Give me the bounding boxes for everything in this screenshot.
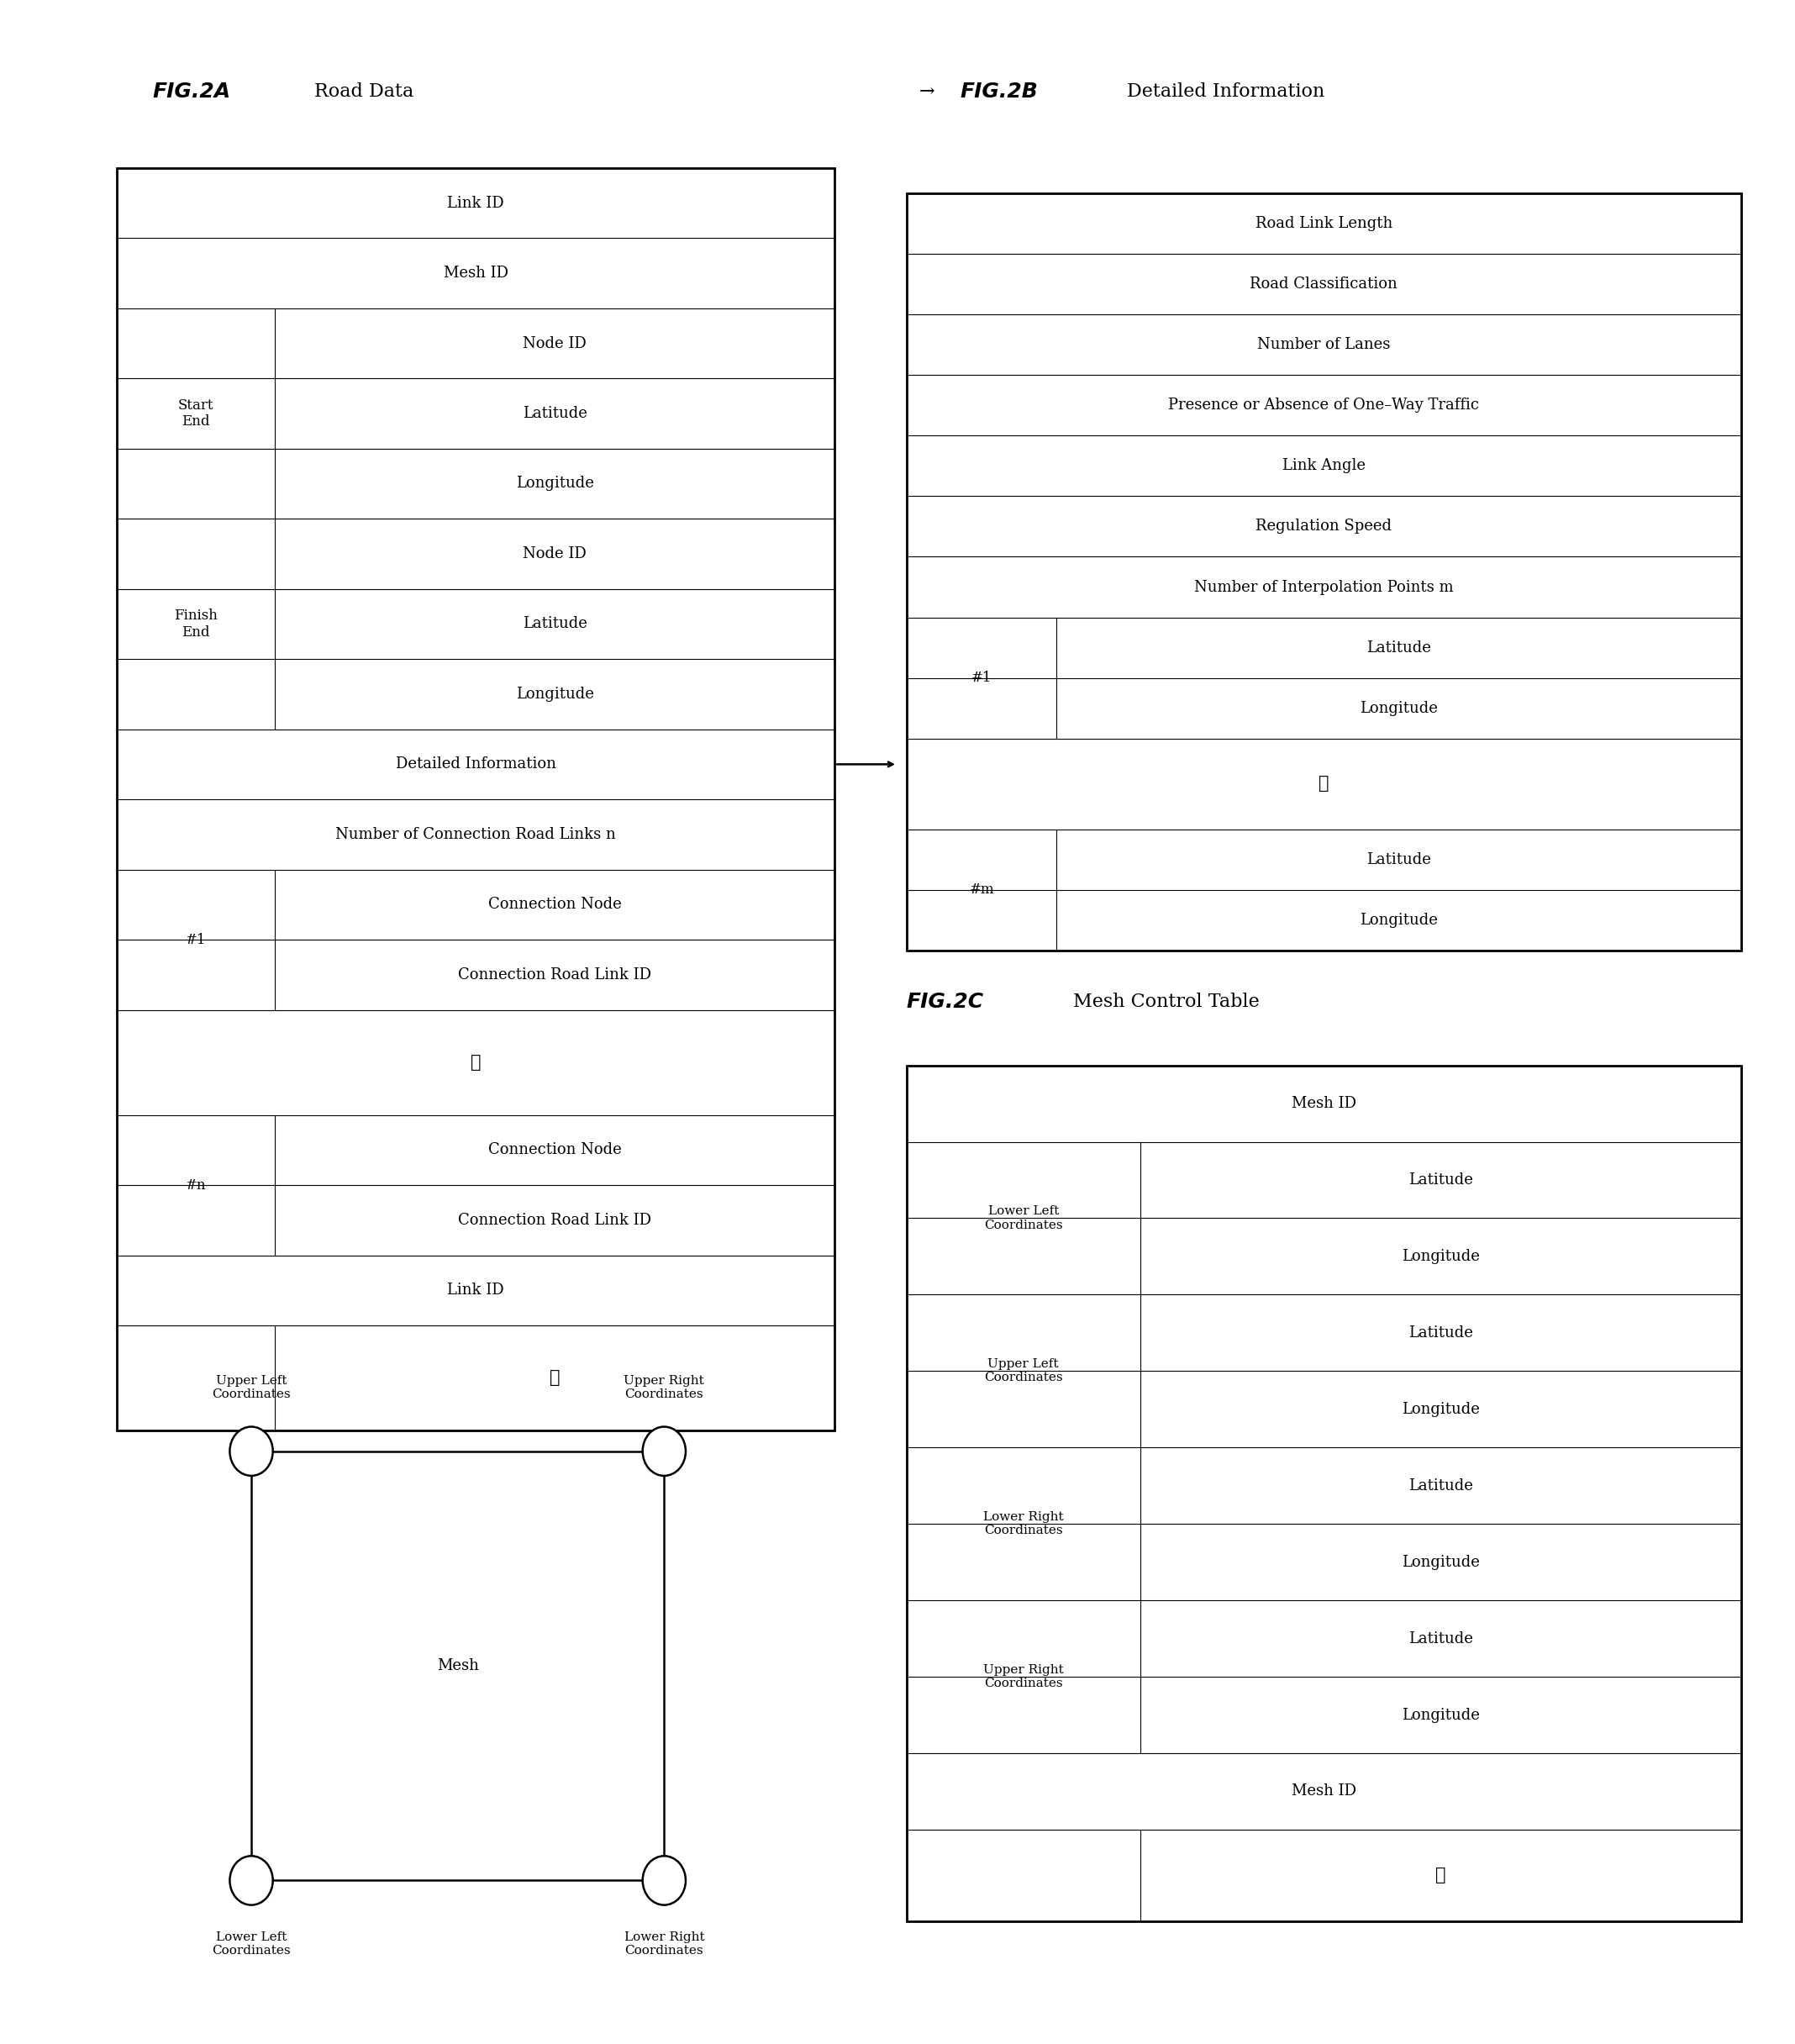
Text: Start
End: Start End	[178, 399, 214, 429]
Text: #n: #n	[185, 1177, 206, 1192]
Text: Upper Left
Coordinates: Upper Left Coordinates	[984, 1359, 1063, 1384]
Text: Node ID: Node ID	[522, 546, 587, 562]
Text: Number of Interpolation Points m: Number of Interpolation Points m	[1194, 580, 1454, 595]
Text: Longitude: Longitude	[1402, 1707, 1479, 1723]
Text: Latitude: Latitude	[1409, 1325, 1474, 1341]
Text: ⋮: ⋮	[1319, 777, 1328, 791]
Text: Finish
End: Finish End	[174, 609, 217, 640]
Text: Mesh: Mesh	[436, 1658, 479, 1674]
Text: Latitude: Latitude	[522, 407, 587, 421]
Text: #1: #1	[971, 670, 993, 685]
Text: Longitude: Longitude	[515, 687, 594, 701]
Text: Mesh ID: Mesh ID	[443, 266, 508, 280]
Text: Detailed Information: Detailed Information	[395, 756, 556, 773]
Text: Longitude: Longitude	[1402, 1555, 1479, 1570]
Text: ⋮: ⋮	[549, 1369, 560, 1386]
Text: →: →	[919, 82, 935, 102]
Text: Latitude: Latitude	[1366, 852, 1431, 867]
Text: Connection Node: Connection Node	[488, 1143, 621, 1157]
Text: Node ID: Node ID	[522, 335, 587, 352]
Text: Connection Road Link ID: Connection Road Link ID	[458, 967, 652, 983]
Circle shape	[230, 1427, 273, 1476]
Circle shape	[230, 1856, 273, 1905]
Bar	[117, 168, 835, 1431]
Text: Latitude: Latitude	[1409, 1173, 1474, 1188]
Text: Link ID: Link ID	[447, 1284, 504, 1298]
Text: #1: #1	[185, 932, 206, 946]
Text: Connection Road Link ID: Connection Road Link ID	[458, 1212, 652, 1228]
Text: FIG.2C: FIG.2C	[906, 991, 984, 1012]
Text: Latitude: Latitude	[1366, 640, 1431, 656]
Text: Number of Connection Road Links n: Number of Connection Road Links n	[336, 828, 616, 842]
Text: Presence or Absence of One–Way Traffic: Presence or Absence of One–Way Traffic	[1169, 399, 1479, 413]
Text: Latitude: Latitude	[1409, 1478, 1474, 1494]
Text: Link Angle: Link Angle	[1282, 458, 1366, 474]
Text: Road Data: Road Data	[314, 82, 413, 102]
Text: FIG.2A: FIG.2A	[153, 82, 232, 102]
Text: Link ID: Link ID	[447, 196, 504, 211]
Text: #m: #m	[969, 883, 994, 897]
Text: Connection Node: Connection Node	[488, 897, 621, 912]
Text: Upper Left
Coordinates: Upper Left Coordinates	[212, 1376, 291, 1400]
Text: Upper Right
Coordinates: Upper Right Coordinates	[625, 1376, 704, 1400]
Text: Longitude: Longitude	[1402, 1249, 1479, 1263]
Text: Lower Left
Coordinates: Lower Left Coordinates	[984, 1206, 1063, 1230]
Text: Number of Lanes: Number of Lanes	[1256, 337, 1391, 352]
Bar	[906, 194, 1741, 950]
Text: Lower Right
Coordinates: Lower Right Coordinates	[625, 1932, 704, 1956]
Text: Regulation Speed: Regulation Speed	[1256, 519, 1391, 533]
Text: FIG.2B: FIG.2B	[960, 82, 1038, 102]
Text: Upper Right
Coordinates: Upper Right Coordinates	[984, 1664, 1064, 1690]
Text: Mesh Control Table: Mesh Control Table	[1073, 991, 1260, 1012]
Text: Latitude: Latitude	[522, 617, 587, 632]
Circle shape	[643, 1427, 686, 1476]
Text: Lower Left
Coordinates: Lower Left Coordinates	[212, 1932, 291, 1956]
Text: ⋮: ⋮	[470, 1055, 481, 1071]
Bar	[906, 1065, 1741, 1921]
Text: Mesh ID: Mesh ID	[1291, 1784, 1357, 1799]
Text: Mesh ID: Mesh ID	[1291, 1096, 1357, 1112]
Text: Longitude: Longitude	[1402, 1402, 1479, 1416]
Text: Road Link Length: Road Link Length	[1255, 217, 1393, 231]
Text: Longitude: Longitude	[1361, 701, 1438, 715]
Text: Longitude: Longitude	[1361, 912, 1438, 928]
Text: Latitude: Latitude	[1409, 1631, 1474, 1645]
Text: Longitude: Longitude	[515, 476, 594, 491]
Text: Road Classification: Road Classification	[1249, 276, 1398, 292]
Circle shape	[643, 1856, 686, 1905]
Text: Detailed Information: Detailed Information	[1127, 82, 1325, 102]
Text: Lower Right
Coordinates: Lower Right Coordinates	[984, 1511, 1063, 1537]
Text: ⋮: ⋮	[1436, 1868, 1447, 1883]
